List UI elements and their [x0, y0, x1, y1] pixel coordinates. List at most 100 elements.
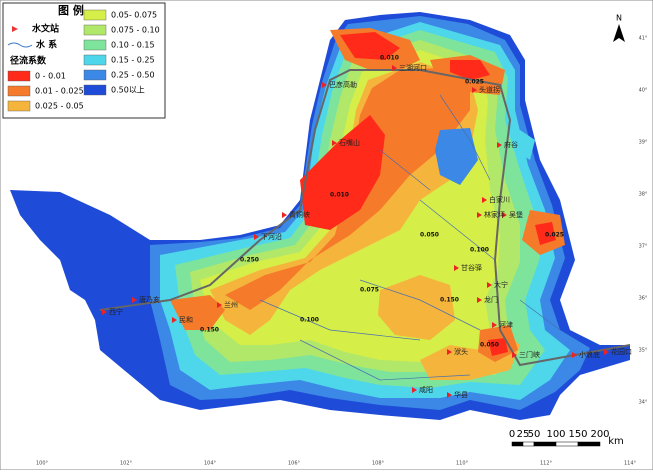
- legend-station: 水文站: [32, 23, 59, 35]
- scale-segment: [511, 441, 524, 447]
- station-symbol: [12, 26, 18, 32]
- station: [132, 297, 137, 303]
- lon-tick: 114°: [624, 461, 637, 467]
- place-label: 兰州: [224, 300, 238, 309]
- contour-label: 0.150: [440, 297, 459, 304]
- place-label: 华县: [454, 390, 468, 399]
- scale-label: 200: [590, 429, 609, 440]
- legend-label: 0 - 0.01: [35, 72, 66, 81]
- station: [454, 265, 459, 271]
- legend-swatch: [83, 84, 107, 96]
- scale-unit: km: [608, 436, 624, 447]
- place-label: 河津: [499, 321, 513, 329]
- station: [482, 197, 487, 203]
- contour-label: 0.025: [545, 232, 564, 239]
- station: [412, 387, 417, 393]
- contour-label: 0.100: [300, 317, 319, 324]
- station: [447, 392, 452, 398]
- station: [254, 234, 259, 240]
- place-label: 白家川: [489, 195, 510, 204]
- station: [502, 212, 507, 218]
- station: [102, 309, 107, 315]
- place-label: 府谷: [504, 140, 518, 149]
- scale-label: 25: [517, 429, 530, 440]
- station: [332, 140, 337, 146]
- legend-swatch: [83, 39, 107, 51]
- legend-swatch: [83, 54, 107, 66]
- place-label: 林家坪: [484, 210, 505, 219]
- lon-tick: 110°: [456, 461, 469, 467]
- place-label: 青铜峡: [289, 210, 310, 219]
- contour-label: 0.010: [330, 192, 349, 199]
- station: [392, 65, 397, 71]
- lat-tick: 39°: [639, 140, 648, 146]
- place-label: 吴堡: [509, 210, 523, 219]
- station: [487, 282, 492, 288]
- scale-label: 100: [546, 429, 565, 440]
- station: [497, 142, 502, 148]
- scale-segment: [577, 441, 601, 447]
- place-label: 洑头: [454, 347, 468, 356]
- lon-tick: 106°: [288, 461, 301, 467]
- lat-tick: 41°: [639, 36, 648, 42]
- place-label: 三门峡: [519, 350, 540, 359]
- station: [492, 322, 497, 328]
- place-label: 西宁: [109, 307, 123, 316]
- lon-tick: 100°: [36, 461, 49, 467]
- place-label: 花园口: [611, 347, 632, 356]
- legend-swatch: [7, 70, 31, 82]
- north-label: N: [616, 14, 622, 23]
- station: [512, 352, 517, 358]
- rivers: [99, 69, 631, 381]
- scale-label: 50: [528, 429, 541, 440]
- legend-title: 图 例: [58, 3, 84, 17]
- legend-swatch: [7, 85, 31, 97]
- station: [572, 352, 577, 358]
- station: [172, 317, 177, 323]
- north-arrow-shape: [613, 24, 625, 42]
- legend-label: 0.50以上: [111, 86, 145, 95]
- place-label: 下河沿: [261, 232, 282, 241]
- station: [282, 212, 287, 218]
- scale-segment: [533, 441, 557, 447]
- lat-tick: 34°: [639, 400, 648, 406]
- legend-swatch: [83, 69, 107, 81]
- place-label: 小浪底: [579, 350, 600, 359]
- scale-label: 150: [568, 429, 587, 440]
- scale-segment: [522, 441, 535, 447]
- contour-label: 0.050: [480, 342, 499, 349]
- legend: 图 例 水文站 水 系 径流系数 0 - 0.01 0.01 - 0.025 0.0…: [2, 2, 166, 119]
- place-label: 甘谷驿: [461, 263, 482, 272]
- lat-tick: 37°: [639, 244, 648, 250]
- lat-tick: 36°: [639, 296, 648, 302]
- scale-segment: [555, 441, 579, 447]
- legend-swatch: [7, 100, 31, 112]
- station: [477, 297, 482, 303]
- contour-label: 0.250: [240, 257, 259, 264]
- legend-swatch: [83, 24, 107, 36]
- station: [217, 302, 222, 308]
- contour-label: 0.025: [465, 79, 484, 86]
- legend-label: 0.01 - 0.025: [35, 87, 84, 96]
- place-label: 大宁: [494, 280, 508, 289]
- contour-label: 0.075: [360, 287, 379, 294]
- contour-label: 0.100: [470, 247, 489, 254]
- place-label: 龙门: [484, 295, 498, 304]
- legend-class-title: 径流系数: [10, 55, 47, 67]
- lon-tick: 102°: [120, 461, 133, 467]
- legend-label: 0.25 - 0.50: [111, 71, 155, 80]
- legend-label: 0.10 - 0.15: [111, 41, 155, 50]
- scale-label: 0: [509, 429, 515, 440]
- lat-tick: 35°: [639, 348, 648, 354]
- basin: [10, 12, 630, 420]
- lat-tick: 40°: [639, 88, 648, 94]
- place-label: 巴彦高勒: [329, 80, 357, 89]
- station: [322, 82, 327, 88]
- lon-tick: 112°: [540, 461, 553, 467]
- station: [447, 349, 452, 355]
- contour-label: 0.010: [380, 55, 399, 62]
- contour-label: 0.150: [200, 327, 219, 334]
